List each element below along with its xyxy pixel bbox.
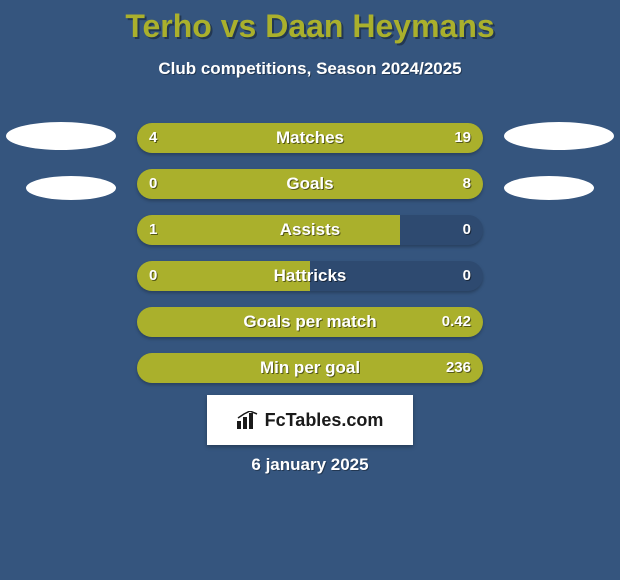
- left-player-ellipse: [26, 176, 116, 200]
- stat-bar-left: [137, 123, 197, 153]
- left-player-ellipse: [6, 122, 116, 150]
- right-player-ellipse: [504, 122, 614, 150]
- stat-bar-right: [197, 123, 483, 153]
- stat-bar-right: [137, 169, 483, 199]
- stats-bars: Matches419 Goals08 Assists10 Hattricks00 Goa…: [137, 123, 483, 399]
- chart-icon: [237, 411, 259, 429]
- stat-row: Goals per match0.42: [137, 307, 483, 337]
- brand-text: FcTables.com: [265, 410, 384, 431]
- infographic-root: Terho vs Daan Heymans Club competitions,…: [0, 0, 620, 580]
- date-label: 6 january 2025: [0, 455, 620, 475]
- stat-row: Goals08: [137, 169, 483, 199]
- right-player-ellipse: [504, 176, 594, 200]
- stat-bar-right: [137, 307, 483, 337]
- brand-badge: FcTables.com: [207, 395, 413, 445]
- stat-bar-right: [137, 353, 483, 383]
- stat-value-right: 0: [463, 215, 471, 245]
- stat-row: Min per goal236: [137, 353, 483, 383]
- page-subtitle: Club competitions, Season 2024/2025: [0, 59, 620, 79]
- stat-value-right: 0: [463, 261, 471, 291]
- page-title: Terho vs Daan Heymans: [0, 0, 620, 45]
- stat-bar-left: [137, 215, 400, 245]
- stat-bar-left: [137, 261, 310, 291]
- stat-row: Hattricks00: [137, 261, 483, 291]
- stat-row: Matches419: [137, 123, 483, 153]
- stat-row: Assists10: [137, 215, 483, 245]
